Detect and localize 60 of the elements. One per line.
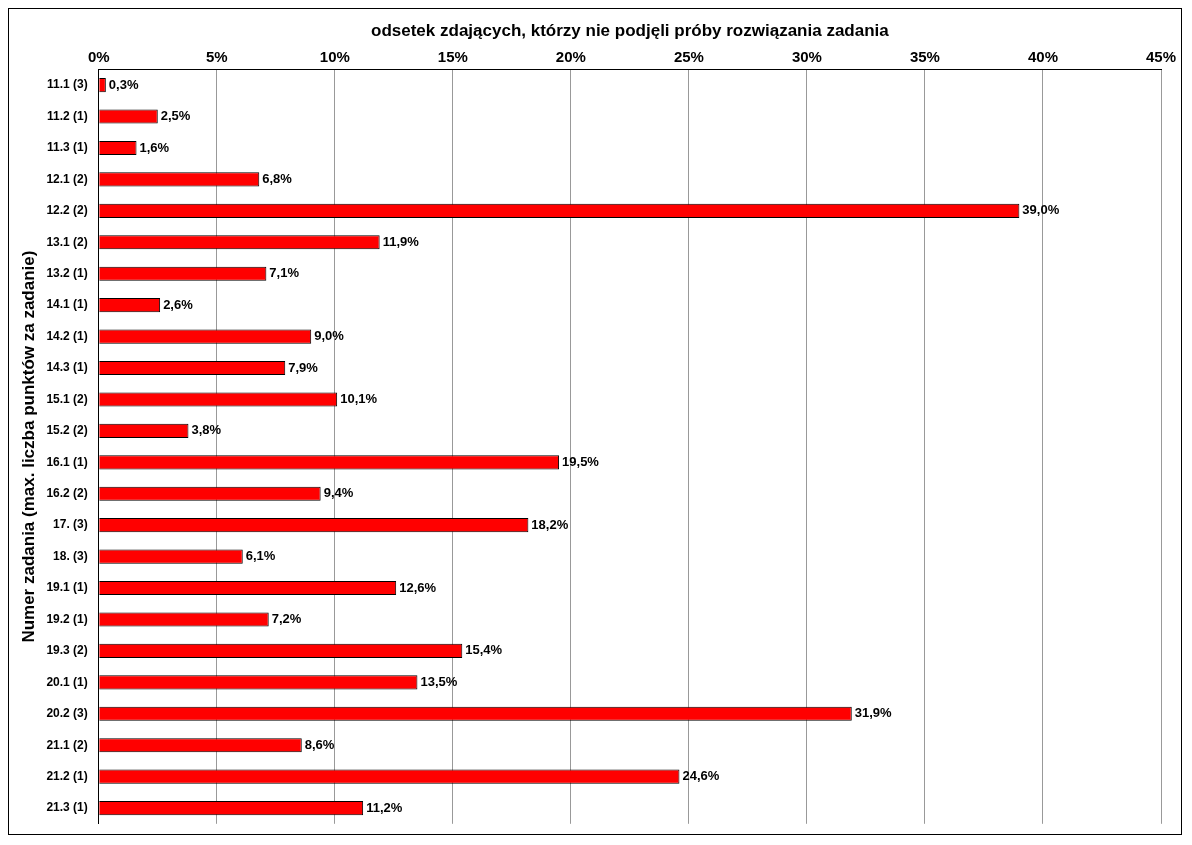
y-tick-label: 19.3 (2) [46,643,88,658]
y-tick-label: 20.1 (1) [46,674,88,689]
data-label: 19,5% [562,453,600,469]
y-tick-label: 13.2 (1) [46,266,88,281]
data-label: 12,6% [399,579,437,595]
y-tick-label: 14.2 (1) [46,328,88,343]
data-label: 15,4% [465,642,503,658]
x-tick-label: 10% [319,47,350,65]
x-tick-label: 25% [673,47,704,65]
y-tick-label: 15.2 (2) [46,423,88,438]
x-tick-label: 40% [1027,47,1058,65]
y-tick-label: 11.3 (1) [47,140,88,155]
y-tick-label: 20.2 (3) [46,706,88,721]
y-tick-label: 21.3 (1) [46,800,88,815]
y-tick-label: 21.1 (2) [46,737,88,752]
y-tick-label: 11.2 (1) [47,108,88,123]
data-label: 7,1% [269,265,300,281]
y-tick-label: 21.2 (1) [46,768,88,783]
y-tick-label: 14.1 (1) [46,297,88,312]
y-tick-label: 14.3 (1) [46,360,88,375]
y-tick-label: 19.1 (1) [46,580,88,595]
x-tick-label: 20% [555,47,586,65]
y-tick-label: 18. (3) [53,548,88,563]
data-label: 18,2% [531,516,569,532]
x-axis-title: odsetek zdających, którzy nie podjęli próby rozwiązania zadania [371,20,890,40]
data-label: 7,9% [288,359,319,375]
data-label: 11,9% [382,233,420,249]
data-label: 6,8% [262,170,293,186]
data-label: 24,6% [682,768,720,784]
data-label: 31,9% [854,705,893,721]
y-tick-label: 11.1 (3) [47,77,88,92]
y-tick-label: 16.1 (1) [46,454,88,469]
y-tick-label: 19.2 (1) [46,611,88,626]
data-label: 6,1% [245,548,276,564]
x-tick-label: 45% [1145,47,1177,65]
data-label: 11,2% [366,799,403,815]
y-tick-label: 12.2 (2) [46,203,88,218]
data-label: 2,5% [160,108,191,124]
data-label: 1,6% [139,139,170,155]
x-tick-label: 0% [87,47,110,65]
x-tick-label: 30% [791,47,822,65]
y-tick-label: 16.2 (2) [46,486,88,501]
y-tick-label: 15.1 (2) [46,391,88,406]
x-tick-label: 5% [205,47,228,65]
data-label: 3,8% [191,422,222,438]
x-tick-label: 15% [437,47,468,65]
data-label: 10,1% [340,391,378,407]
data-label: 7,2% [271,611,302,627]
data-label: 2,6% [163,296,194,312]
data-label: 13,5% [420,673,458,689]
data-label: 9,0% [314,328,345,344]
y-tick-label: 12.1 (2) [46,171,88,186]
y-axis-title: Numer zadania (max. liczba punktów za zadanie) [18,250,38,643]
data-label: 39,0% [1022,202,1060,218]
data-label: 9,4% [323,485,354,501]
x-tick-label: 35% [909,47,940,65]
data-label: 0,3% [108,76,139,92]
data-label: 8,6% [304,736,335,752]
y-tick-label: 13.1 (2) [46,234,88,249]
y-tick-label: 17. (3) [53,517,88,532]
